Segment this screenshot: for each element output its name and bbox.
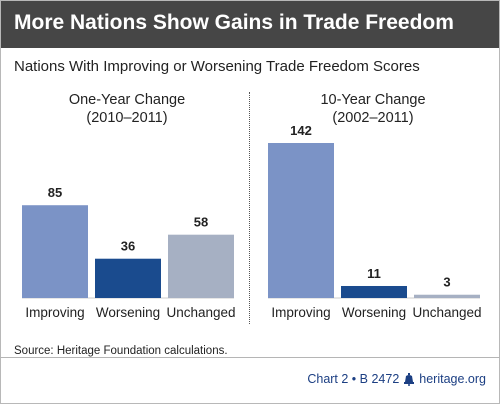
category-label: Improving — [271, 305, 330, 320]
source-label: Source: — [14, 345, 54, 357]
bar-unchanged — [168, 234, 234, 298]
bar-worsening — [341, 285, 407, 298]
bar-improving — [22, 205, 88, 298]
bar-worsening — [95, 258, 161, 298]
data-label: 3 — [443, 275, 450, 290]
category-label: Unchanged — [412, 305, 481, 320]
bar-unchanged — [414, 294, 480, 298]
panel-title-one-year-line2: (2010–2011) — [86, 110, 168, 126]
data-label: 11 — [367, 266, 381, 281]
title-band: More Nations Show Gains in Trade Freedom — [1, 1, 499, 48]
panel-title-one-year-line1: One-Year Change — [68, 92, 186, 108]
category-label: Worsening — [96, 305, 160, 320]
data-label: 142 — [290, 123, 312, 138]
bar-improving — [268, 143, 334, 298]
data-label: 85 — [48, 185, 62, 200]
category-label: Improving — [25, 305, 84, 320]
chart-credit: Chart 2 • B 2472 heritage.org — [307, 372, 486, 386]
source-note: Source: Heritage Foundation calculations… — [14, 345, 228, 357]
panel-title-one-year: One-Year Change (2010–2011) — [12, 91, 242, 127]
panel-title-ten-year-line2: (2002–2011) — [332, 110, 414, 126]
data-label: 58 — [194, 215, 208, 230]
panel-title-ten-year: 10-Year Change (2002–2011) — [258, 91, 488, 127]
chart-subtitle: Nations With Improving or Worsening Trad… — [14, 58, 420, 75]
liberty-bell-icon — [404, 372, 415, 386]
source-text: Heritage Foundation calculations. — [56, 345, 228, 357]
panel-title-ten-year-line1: 10-Year Change — [320, 92, 426, 108]
category-label: Worsening — [342, 305, 406, 320]
chart-title: More Nations Show Gains in Trade Freedom — [14, 11, 454, 34]
category-label: Unchanged — [166, 305, 235, 320]
panel-divider — [249, 92, 250, 324]
site-name: heritage.org — [419, 372, 486, 386]
data-label: 36 — [121, 239, 135, 254]
chart-id: Chart 2 • B 2472 — [307, 372, 400, 386]
footer-rule — [0, 357, 500, 358]
